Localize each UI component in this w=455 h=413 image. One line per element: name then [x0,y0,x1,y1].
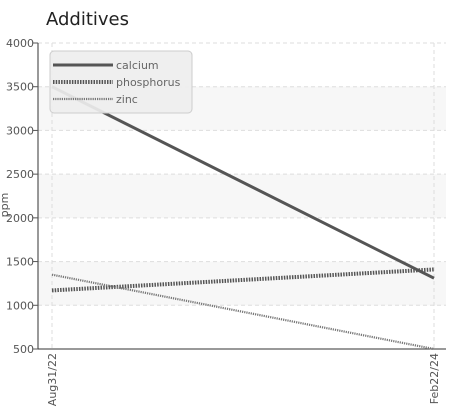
chart-title: Additives [46,9,130,30]
y-tick-label: 1000 [6,299,34,312]
x-tick-label: Feb22/24 [428,353,441,404]
y-tick-label: 2000 [6,212,34,225]
plot-band [38,261,446,306]
y-axis-label: ppm [0,193,11,218]
y-tick-label: 1500 [6,256,34,269]
y-tick-label: 3000 [6,124,34,137]
y-axis-ticks: 500 1000 1500 2000 2500 3000 3500 4000 [6,37,38,356]
legend-label-phosphorus: phosphorus [116,76,181,89]
x-tick-label: Aug31/22 [46,353,59,406]
y-tick-label: 4000 [6,37,34,50]
series-line-calcium [51,85,435,280]
x-axis-ticks: Aug31/22 Feb22/24 [46,353,441,406]
legend-label-zinc: zinc [116,93,138,106]
axes [37,43,446,350]
legend[interactable]: calcium phosphorus zinc [49,50,193,114]
series-line-phosphorus [51,267,435,293]
y-tick-label: 3500 [6,81,34,94]
plot-bands [38,86,446,306]
series-line-zinc [51,273,435,351]
series-lines [51,85,435,351]
y-tick-label: 500 [13,343,34,356]
y-tick-label: 2500 [6,168,34,181]
legend-label-calcium: calcium [116,59,159,72]
